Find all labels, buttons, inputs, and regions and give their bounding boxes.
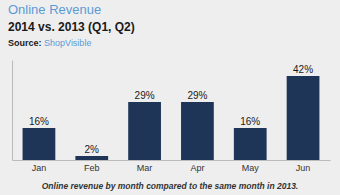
x-axis-line [13,160,331,161]
x-tick-label: Jun [296,163,311,173]
y-axis-line [12,61,13,161]
x-tick: Jan [32,163,47,173]
data-labels: 16% 2% 29% 29% 16% 42% [29,64,313,155]
data-label: 42% [293,64,313,75]
data-label: 16% [29,116,49,127]
data-label: 29% [135,90,155,101]
data-label: 29% [187,90,207,101]
x-tick-label: Mar [137,163,153,173]
bar [128,102,161,160]
bar [234,128,267,160]
bars [23,76,320,160]
plot: 16% 2% 29% 29% 16% 42% Jan Feb Mar Apr May Jun [13,61,331,174]
x-tick-label: May [242,163,260,173]
x-axis: Jan Feb Mar Apr May Jun [13,161,331,174]
source: Source: ShopVisible [8,38,91,48]
chart: Online Revenue 2014 vs. 2013 (Q1, Q2) Sour… [0,0,340,195]
x-tick: Feb [84,163,100,173]
bar [23,128,56,160]
subtitle: 2014 vs. 2013 (Q1, Q2) [8,20,135,34]
bar [75,156,108,160]
x-tick: Mar [137,163,153,173]
data-label: 16% [240,116,260,127]
bar [181,102,214,160]
y-axis [12,61,13,161]
footer: Online revenue by month compared to the … [42,181,298,191]
title: Online Revenue [8,2,101,17]
background [0,0,340,195]
x-tick: Jun [296,163,311,173]
source-value: ShopVisible [44,38,91,48]
x-tick-label: Jan [32,163,47,173]
bar [287,76,320,160]
source-label: Source: [8,38,44,48]
x-tick-label: Feb [84,163,100,173]
x-tick-label: Apr [190,163,204,173]
data-label: 2% [85,144,100,155]
x-tick: May [242,163,260,173]
x-tick: Apr [190,163,204,173]
